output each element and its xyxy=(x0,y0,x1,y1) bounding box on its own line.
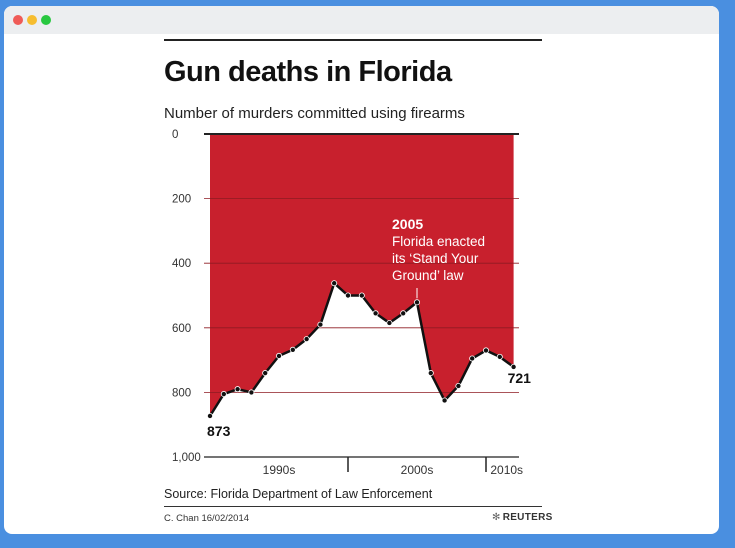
data-point-2005 xyxy=(413,299,420,306)
brand-logo: ✻ REUTERS xyxy=(492,512,553,523)
chart-plot: 0 200 400 600 800 1,000 873 721 2005 Florida enac… xyxy=(172,129,532,477)
top-rule xyxy=(164,39,542,41)
data-point-2001 xyxy=(358,292,365,299)
area-fill xyxy=(210,134,514,416)
decade-label-1990s: 1990s xyxy=(263,463,296,477)
point-label-2012: 721 xyxy=(508,370,532,386)
data-point-2004 xyxy=(400,310,407,317)
chart-credit: C. Chan 16/02/2014 xyxy=(164,513,250,524)
browser-window: Gun deaths in Florida Number of murders … xyxy=(4,6,719,534)
chart-subtitle: Number of murders committed using firear… xyxy=(164,105,465,122)
y-tick-label-400: 400 xyxy=(172,258,191,270)
decade-label-2000s: 2000s xyxy=(401,463,434,477)
minimize-window-button[interactable] xyxy=(27,15,37,25)
annotation-year: 2005 xyxy=(392,216,423,232)
point-label-1990: 873 xyxy=(207,423,231,439)
data-point-2000 xyxy=(344,292,351,299)
data-point-1991 xyxy=(220,391,227,398)
data-point-1997 xyxy=(303,336,310,343)
chart-source: Source: Florida Department of Law Enforc… xyxy=(164,487,433,501)
data-point-1990 xyxy=(206,412,213,419)
data-point-1998 xyxy=(317,321,324,328)
bottom-rule xyxy=(164,506,542,507)
window-titlebar xyxy=(4,6,719,34)
data-point-1992 xyxy=(234,386,241,393)
reuters-logo-icon: ✻ xyxy=(492,512,501,523)
y-tick-label-0: 0 xyxy=(172,129,178,141)
chart-title: Gun deaths in Florida xyxy=(164,56,452,88)
y-tick-label-600: 600 xyxy=(172,323,191,335)
data-point-2002 xyxy=(372,310,379,317)
data-point-1993 xyxy=(248,389,255,396)
chart-card: Gun deaths in Florida Number of murders … xyxy=(4,6,719,534)
data-point-2008 xyxy=(455,382,462,389)
data-point-2003 xyxy=(386,319,393,326)
data-point-2010 xyxy=(482,347,489,354)
y-tick-label-1000: 1,000 xyxy=(172,452,201,464)
decade-label-2010s: 2010s xyxy=(490,463,523,477)
data-point-2007 xyxy=(441,397,448,404)
close-window-button[interactable] xyxy=(13,15,23,25)
annotation-line-3: Ground’ law xyxy=(392,268,464,283)
data-point-2006 xyxy=(427,370,434,377)
y-tick-label-200: 200 xyxy=(172,194,191,206)
data-point-2011 xyxy=(496,353,503,360)
data-point-1999 xyxy=(331,280,338,287)
brand-name: REUTERS xyxy=(502,512,553,523)
data-point-1996 xyxy=(289,346,296,353)
y-tick-label-800: 800 xyxy=(172,387,191,399)
maximize-window-button[interactable] xyxy=(41,15,51,25)
data-point-1994 xyxy=(262,370,269,377)
data-point-2009 xyxy=(469,355,476,362)
data-point-2012 xyxy=(510,363,517,370)
annotation-line-1: Florida enacted xyxy=(392,234,485,249)
data-point-1995 xyxy=(275,352,282,359)
annotation-line-2: its ‘Stand Your xyxy=(392,251,479,266)
